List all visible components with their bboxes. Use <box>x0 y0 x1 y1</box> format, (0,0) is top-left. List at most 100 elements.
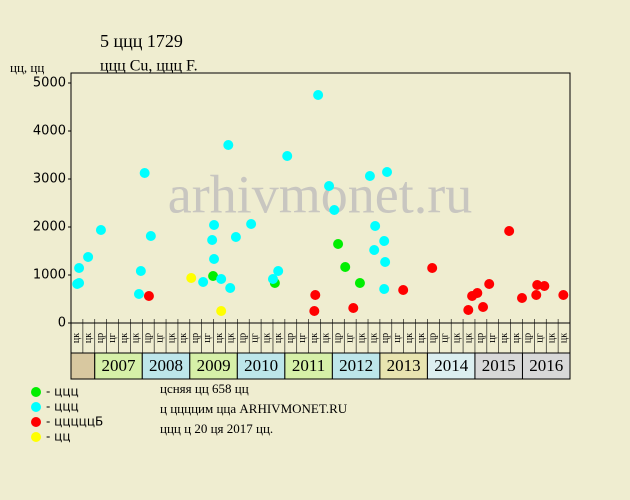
quarter-label: цк <box>71 333 82 343</box>
quarter-label: цг <box>107 333 118 342</box>
data-point <box>354 278 365 289</box>
data-point <box>246 219 257 230</box>
quarter-label: цк <box>416 333 427 343</box>
quarter-label: цг <box>202 333 213 342</box>
note: ццц ц 20 ця 2017 цц. <box>160 421 273 436</box>
quarter-label: цк <box>273 333 284 343</box>
year-cell <box>331 352 381 380</box>
legend-marker <box>31 387 41 397</box>
data-point <box>216 273 227 284</box>
quarter-label: цр <box>285 333 296 343</box>
quarter-label: цк <box>131 333 142 343</box>
quarter-label: цк <box>368 333 379 343</box>
data-point <box>379 284 390 295</box>
year-label: 2014 <box>434 356 469 375</box>
data-point <box>74 278 85 289</box>
quarter-label: цк <box>404 333 415 343</box>
data-point <box>230 231 241 242</box>
note: ц ццццим цца ARHIVMONET.RU <box>160 401 348 416</box>
data-point <box>225 283 236 294</box>
note: цсняя цц 658 цц <box>160 381 249 396</box>
y-tick-label: 3000 <box>33 172 66 187</box>
data-point <box>539 280 550 291</box>
data-point <box>95 225 106 236</box>
quarter-label: цк <box>83 333 94 343</box>
quarter-label: цр <box>475 333 486 343</box>
chart-title: 5 ццц 1729 <box>100 31 183 51</box>
data-point <box>484 279 495 290</box>
quarter-label: цг <box>344 333 355 342</box>
quarter-label: цк <box>226 333 237 343</box>
quarter-label: цр <box>190 333 201 343</box>
data-point <box>145 231 156 242</box>
year-label: 2011 <box>292 356 325 375</box>
quarter-label: цг <box>297 333 308 342</box>
quarter-label: цр <box>333 333 344 343</box>
data-point <box>531 290 542 301</box>
legend-marker <box>31 432 41 442</box>
data-point <box>309 306 320 316</box>
year-label: 2013 <box>387 356 421 375</box>
year-row-lead <box>70 352 96 380</box>
year-label: 2016 <box>529 356 563 375</box>
data-point <box>369 244 380 255</box>
quarter-label: цр <box>95 333 106 343</box>
data-point <box>478 302 489 313</box>
quarter-label: цр <box>523 333 534 343</box>
year-cell <box>521 352 571 380</box>
year-label: 2007 <box>102 356 137 375</box>
quarter-label: цг <box>154 333 165 342</box>
data-point <box>517 292 528 303</box>
data-point <box>380 256 391 267</box>
year-label: 2015 <box>482 356 516 375</box>
data-point <box>198 277 209 288</box>
data-point <box>135 266 146 277</box>
y-tick-label: 0 <box>58 316 66 331</box>
data-point <box>83 252 94 262</box>
quarter-label: цк <box>451 333 462 343</box>
data-point <box>273 266 284 277</box>
data-point <box>324 181 335 192</box>
year-label: 2010 <box>244 356 278 375</box>
data-point <box>209 219 220 230</box>
quarter-label: цк <box>546 333 557 343</box>
year-cell <box>141 352 191 380</box>
quarter-label: цк <box>119 333 130 343</box>
quarter-label: цг <box>487 333 498 342</box>
data-point <box>370 220 381 231</box>
data-point <box>472 288 483 298</box>
data-point <box>340 261 351 272</box>
y-tick-label: 4000 <box>33 124 66 139</box>
watermark: arhivmonet.ru <box>168 164 472 224</box>
data-point <box>333 238 344 249</box>
data-point <box>463 304 474 315</box>
quarter-label: цк <box>309 333 320 343</box>
quarter-label: цг <box>535 333 546 342</box>
quarter-label: цк <box>261 333 272 343</box>
data-point <box>267 273 278 284</box>
data-point <box>133 289 144 300</box>
year-cell <box>189 352 238 380</box>
data-point <box>282 151 293 162</box>
data-point <box>382 166 393 177</box>
data-point <box>186 272 197 283</box>
data-point <box>348 303 359 314</box>
data-point <box>139 168 150 178</box>
data-point <box>504 225 515 236</box>
y-tick-label: 2000 <box>33 220 66 235</box>
data-point <box>558 290 569 301</box>
y-axis-label: цц, цц <box>10 60 44 75</box>
year-cell <box>94 352 143 380</box>
quarter-label: цк <box>356 333 367 343</box>
data-point <box>208 271 219 282</box>
data-point <box>398 284 409 295</box>
quarter-label: цк <box>463 333 474 343</box>
data-point <box>209 254 220 265</box>
data-point <box>313 90 324 100</box>
quarter-label: цг <box>392 333 403 342</box>
year-label: 2009 <box>197 356 231 375</box>
data-point <box>310 290 321 301</box>
quarter-label: цг <box>440 333 451 342</box>
y-tick-label: 5000 <box>33 76 66 91</box>
